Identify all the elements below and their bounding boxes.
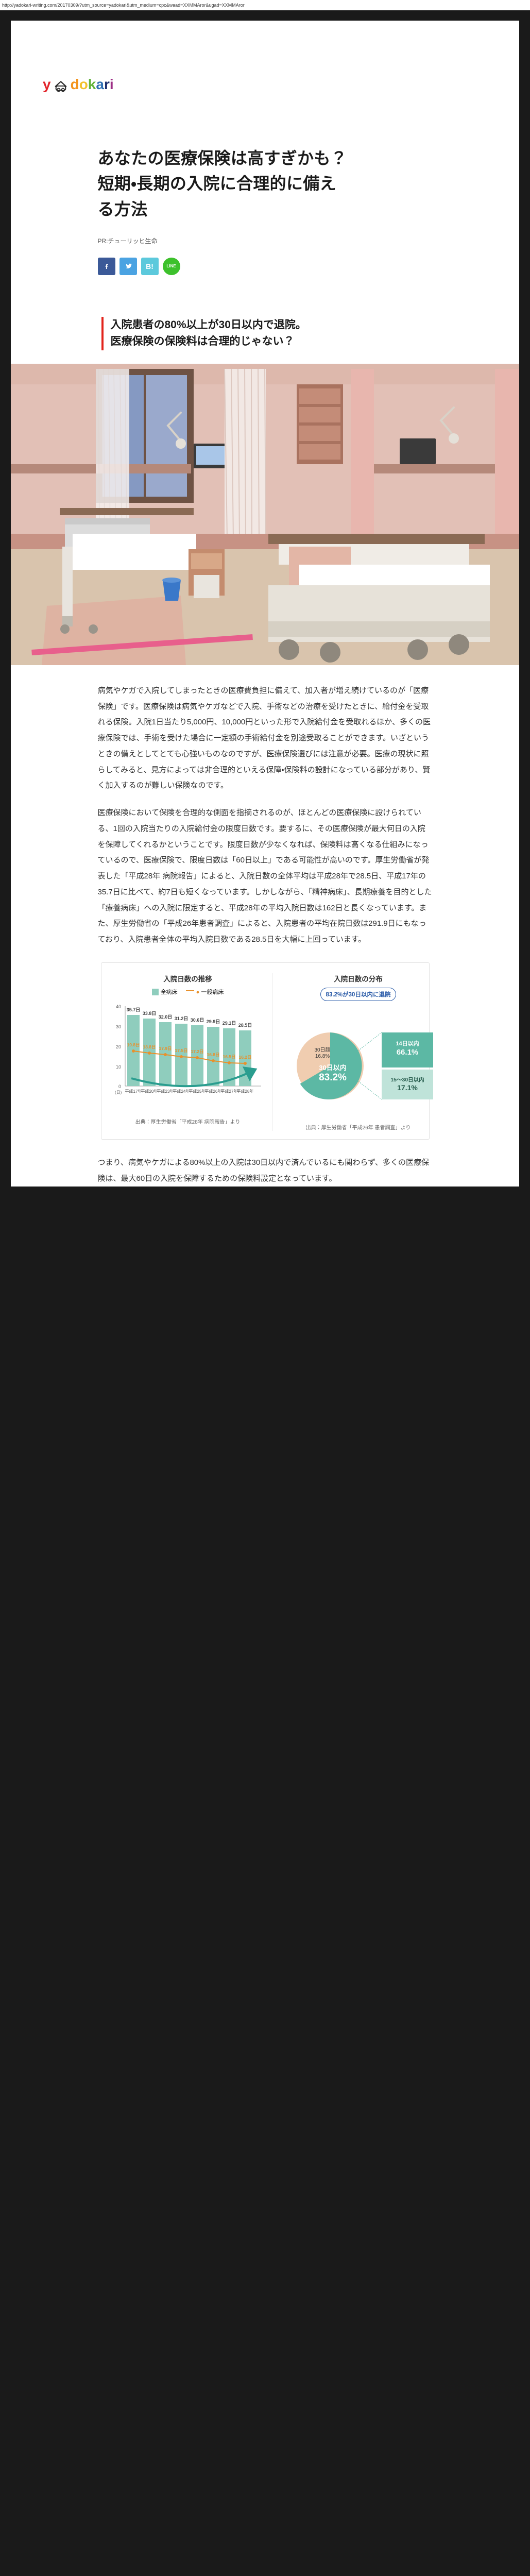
svg-text:平成20年: 平成20年 — [141, 1089, 158, 1094]
svg-text:16.5日: 16.5日 — [223, 1054, 235, 1059]
svg-text:16.2日: 16.2日 — [238, 1055, 251, 1060]
svg-text:17.5日: 17.5日 — [175, 1048, 187, 1053]
svg-text:平成25年: 平成25年 — [189, 1089, 206, 1094]
svg-text:30日超: 30日超 — [314, 1046, 330, 1053]
svg-text:32.0日: 32.0日 — [158, 1014, 172, 1020]
svg-text:30: 30 — [115, 1024, 121, 1029]
svg-text:30.6日: 30.6日 — [190, 1018, 204, 1023]
svg-text:15～30日以内: 15～30日以内 — [390, 1076, 424, 1083]
svg-text:16.8%: 16.8% — [315, 1054, 329, 1059]
svg-text:29.1日: 29.1日 — [222, 1021, 236, 1026]
svg-text:30日以内: 30日以内 — [319, 1064, 346, 1072]
svg-text:31.2日: 31.2日 — [174, 1016, 188, 1021]
svg-text:平成23年: 平成23年 — [157, 1089, 174, 1094]
svg-text:14日以内: 14日以内 — [396, 1040, 419, 1047]
svg-text:平成17年: 平成17年 — [125, 1089, 142, 1094]
svg-text:40: 40 — [115, 1004, 121, 1009]
svg-text:29.9日: 29.9日 — [206, 1019, 220, 1024]
svg-text:10: 10 — [115, 1064, 121, 1070]
svg-text:20: 20 — [115, 1044, 121, 1049]
svg-text:平成26年: 平成26年 — [204, 1089, 221, 1094]
svg-text:83.2%: 83.2% — [319, 1072, 347, 1083]
svg-text:17.2日: 17.2日 — [191, 1049, 203, 1054]
svg-text:0: 0 — [118, 1084, 121, 1089]
svg-text:17.1%: 17.1% — [397, 1083, 418, 1092]
svg-text:16.8日: 16.8日 — [207, 1052, 219, 1057]
svg-text:(日): (日) — [115, 1090, 122, 1095]
svg-text:28.5日: 28.5日 — [238, 1023, 252, 1028]
svg-text:平成28年: 平成28年 — [236, 1089, 253, 1094]
svg-text:33.8日: 33.8日 — [142, 1011, 156, 1016]
svg-text:19.8日: 19.8日 — [127, 1042, 140, 1047]
svg-text:17.9日: 17.9日 — [159, 1046, 172, 1051]
svg-text:平成24年: 平成24年 — [173, 1089, 190, 1094]
svg-text:平成27年: 平成27年 — [220, 1089, 237, 1094]
svg-text:66.1%: 66.1% — [396, 1048, 418, 1057]
svg-text:18.8日: 18.8日 — [143, 1044, 156, 1049]
svg-text:35.7日: 35.7日 — [126, 1007, 140, 1012]
